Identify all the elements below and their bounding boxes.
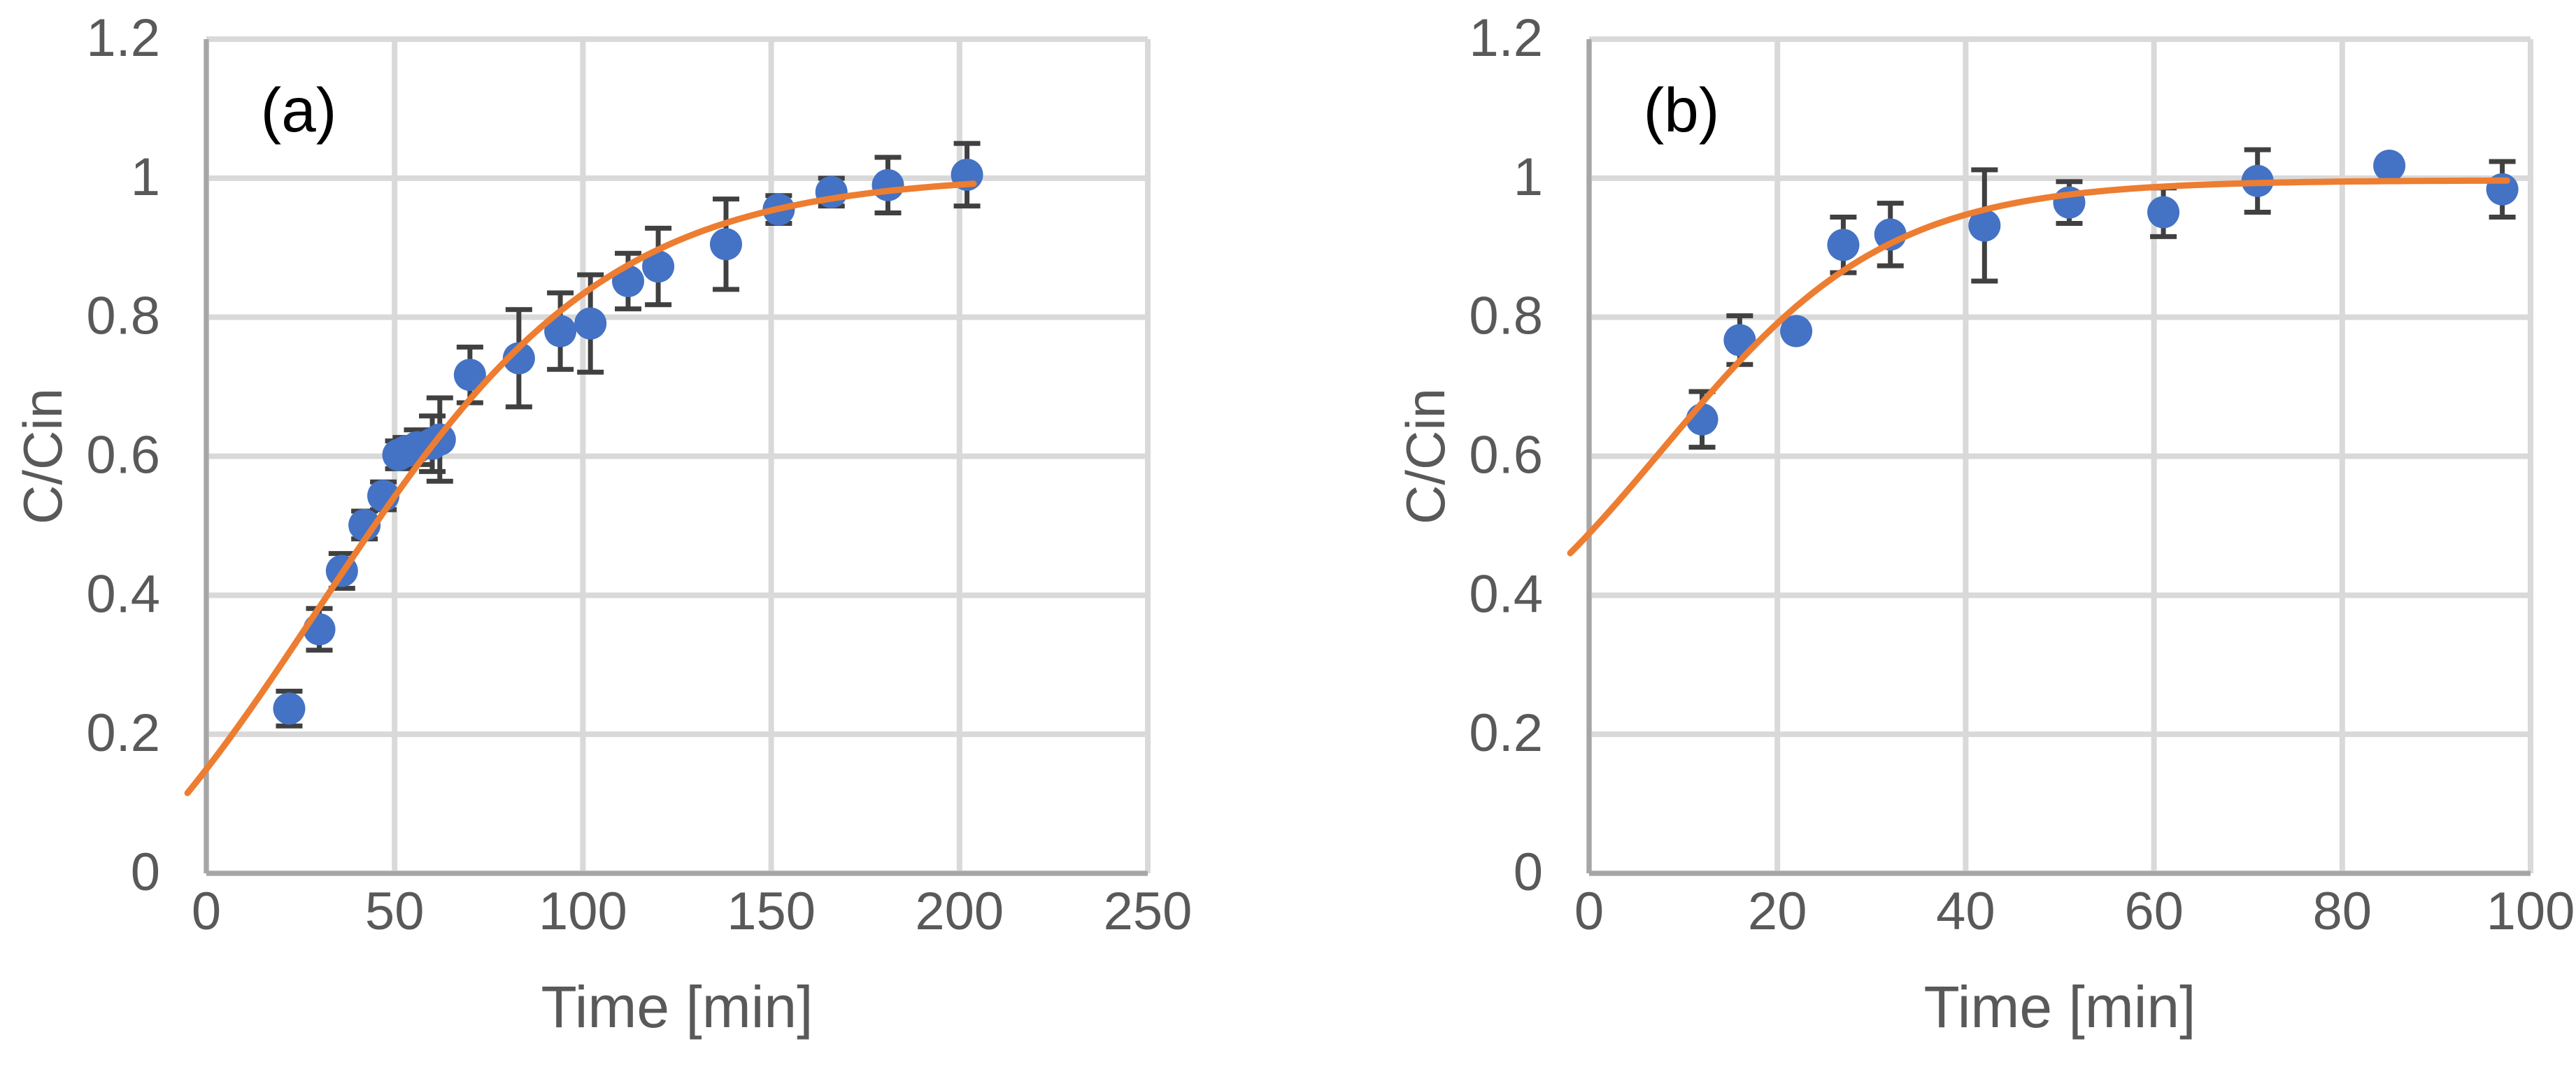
svg-text:1.2: 1.2	[86, 8, 160, 68]
svg-text:1: 1	[1514, 148, 1543, 207]
svg-text:0: 0	[1514, 843, 1543, 902]
svg-text:0: 0	[131, 843, 160, 902]
svg-text:100: 100	[2486, 882, 2575, 941]
svg-text:20: 20	[1748, 882, 1807, 941]
svg-text:60: 60	[2124, 882, 2184, 941]
svg-text:Time [min]: Time [min]	[1924, 974, 2196, 1040]
svg-text:C/Cin: C/Cin	[1395, 388, 1456, 524]
svg-text:0.2: 0.2	[86, 703, 160, 763]
svg-text:0: 0	[192, 882, 221, 941]
svg-text:200: 200	[915, 882, 1004, 941]
svg-text:0: 0	[1574, 882, 1604, 941]
svg-text:0.8: 0.8	[1469, 287, 1543, 346]
svg-text:150: 150	[727, 882, 816, 941]
svg-text:80: 80	[2313, 882, 2372, 941]
svg-text:0.4: 0.4	[1469, 564, 1543, 624]
svg-text:C/Cin: C/Cin	[12, 388, 73, 524]
svg-text:0.6: 0.6	[86, 426, 160, 485]
svg-text:0.4: 0.4	[86, 564, 160, 624]
svg-text:(a): (a)	[261, 75, 337, 145]
svg-text:1.2: 1.2	[1469, 8, 1543, 68]
svg-text:0.6: 0.6	[1469, 426, 1543, 485]
svg-text:250: 250	[1104, 882, 1193, 941]
svg-text:50: 50	[365, 882, 425, 941]
svg-text:1: 1	[131, 148, 160, 207]
svg-text:100: 100	[539, 882, 627, 941]
svg-text:(b): (b)	[1644, 75, 1720, 145]
svg-text:Time [min]: Time [min]	[541, 974, 813, 1040]
svg-text:0.2: 0.2	[1469, 703, 1543, 763]
svg-text:40: 40	[1936, 882, 1995, 941]
svg-text:0.8: 0.8	[86, 287, 160, 346]
